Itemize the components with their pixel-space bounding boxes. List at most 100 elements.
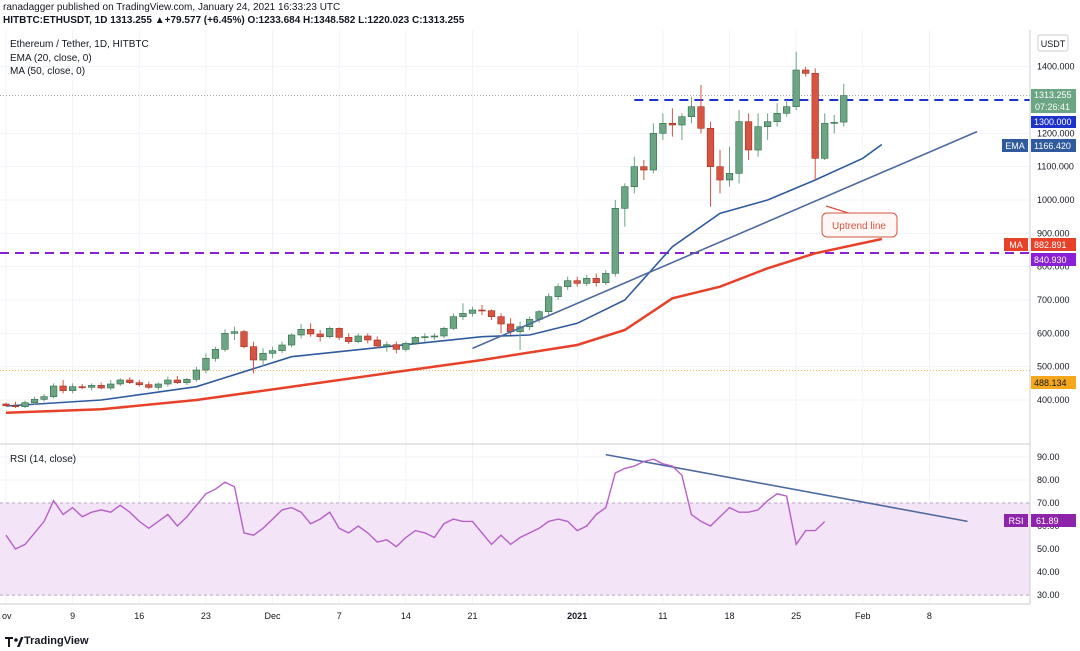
candle [821, 113, 829, 160]
candle-body [564, 280, 572, 287]
candle-body [811, 73, 819, 159]
candle-body [602, 273, 610, 283]
chart-header: ranadagger published on TradingView.com,… [0, 0, 1080, 30]
candle-body [97, 385, 105, 389]
candle [668, 108, 676, 137]
rsi-badge-value: 61.89 [1036, 516, 1059, 526]
candle [725, 146, 734, 187]
candle [440, 326, 448, 339]
candle-body [678, 116, 686, 126]
candle [630, 156, 638, 194]
rsi-badge-name: RSI [1008, 516, 1023, 526]
candle-body [316, 333, 324, 337]
ma-badge-name: MA [1009, 240, 1023, 250]
rsi-tick-label: 70.00 [1037, 498, 1060, 508]
candle-body [716, 166, 724, 181]
chart-area[interactable]: Ethereum / Tether, 1D, HITBTC EMA (20, c… [0, 30, 1080, 632]
candle [183, 378, 191, 385]
time-tick-label: 25 [791, 611, 801, 621]
candle [649, 123, 657, 174]
candle-body [240, 331, 248, 347]
candle-body [145, 384, 153, 388]
candle-body [573, 280, 581, 284]
candle-body [630, 166, 638, 187]
candle [545, 293, 553, 315]
candle [421, 333, 429, 342]
candle [468, 306, 477, 317]
candle [602, 270, 610, 285]
candle-body [706, 128, 715, 167]
candle-body [802, 69, 810, 74]
time-axis[interactable]: ov 9 16 23 Dec 7 14 21 2021 11 18 25 Feb 8 [2, 611, 932, 621]
candle-body [326, 328, 334, 337]
candle [678, 113, 686, 140]
candle [411, 336, 419, 345]
candle-body [783, 106, 791, 114]
candle [564, 276, 572, 290]
time-tick-label: 9 [70, 611, 75, 621]
candle-body [345, 337, 353, 342]
rsi-tick-label: 80.00 [1037, 475, 1060, 485]
candle-body [640, 166, 648, 171]
candle [811, 68, 819, 180]
rsi-line [5, 458, 826, 550]
candle [783, 100, 791, 117]
ma50-line [5, 237, 883, 414]
candle-body [364, 335, 372, 341]
candle-body [354, 335, 362, 342]
candle-body [554, 286, 562, 297]
price-axis[interactable]: 1400.000 1200.000 1100.000 1000.000 900.000 8… [1037, 62, 1075, 405]
candle-body [592, 278, 600, 283]
candle-body [459, 313, 467, 317]
candle [116, 378, 124, 386]
candle [202, 353, 210, 374]
candle [230, 326, 239, 340]
candle [11, 401, 20, 408]
candles [2, 51, 848, 408]
candle [487, 309, 496, 320]
candle [554, 283, 562, 300]
candle [430, 333, 439, 340]
price-tick-label: 1400.000 [1037, 62, 1075, 72]
rsi-tick-label: 30.00 [1037, 590, 1060, 600]
candle [640, 160, 648, 180]
resistance-value: 1300.000 [1034, 117, 1072, 127]
candle-body [421, 336, 429, 338]
candle-body [164, 379, 172, 385]
price-tick-label: 800.000 [1037, 262, 1070, 272]
candle [59, 380, 67, 394]
candle [97, 382, 105, 390]
candle [573, 276, 581, 287]
candle-body [773, 113, 781, 122]
uptrend-annotation: Uptrend line [821, 205, 898, 238]
candle [402, 341, 410, 352]
candle-body [468, 309, 477, 314]
candle-body [249, 346, 258, 361]
candle-body [792, 69, 800, 107]
annotation-text: Uptrend line [832, 221, 886, 232]
low-level-value: 488.134 [1034, 378, 1067, 388]
candle [259, 348, 267, 367]
candle-body [173, 379, 181, 383]
ema-badge-name: EMA [1005, 141, 1025, 151]
candle [69, 383, 77, 394]
ema20-line [5, 143, 883, 407]
time-tick-label: 8 [927, 611, 932, 621]
candle [268, 346, 277, 359]
candle [373, 336, 381, 349]
candle [154, 382, 162, 390]
currency-box[interactable] [1037, 34, 1069, 52]
legend-ema: EMA (20, close, 0) [10, 53, 92, 64]
support-badge: 840.930 [1031, 253, 1076, 266]
time-tick-label: ov [2, 611, 12, 621]
time-tick-label: 21 [467, 611, 477, 621]
time-tick-label: 2021 [567, 611, 587, 621]
candle [687, 96, 696, 124]
tradingview-logo-text: TradingView [24, 635, 89, 647]
candle-body [154, 383, 162, 388]
candle-body [307, 329, 315, 335]
candle-body [840, 95, 848, 123]
candle-body [611, 208, 619, 274]
moving-averages [5, 143, 883, 414]
candle-body [621, 186, 629, 209]
